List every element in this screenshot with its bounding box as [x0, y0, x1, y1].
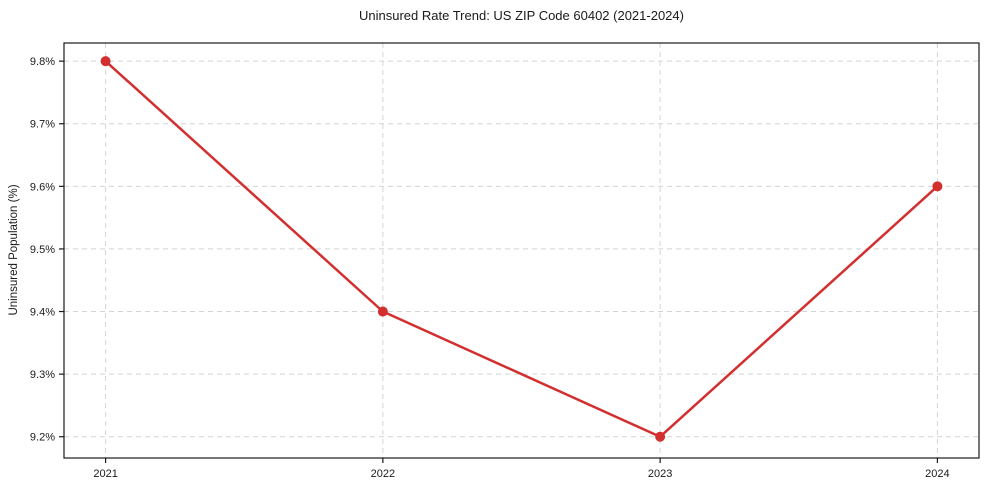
y-tick-label: 9.7% — [30, 119, 55, 131]
y-tick-label: 9.6% — [30, 181, 55, 193]
x-tick-label: 2023 — [648, 468, 672, 480]
y-tick-label: 9.3% — [30, 369, 55, 381]
data-point — [655, 431, 666, 442]
data-point — [100, 56, 111, 67]
y-tick-label: 9.2% — [30, 432, 55, 444]
x-tick-label: 2022 — [371, 468, 395, 480]
y-tick-label: 9.5% — [30, 244, 55, 256]
data-point — [932, 181, 943, 192]
y-tick-label: 9.8% — [30, 56, 55, 68]
x-tick-label: 2024 — [925, 468, 949, 480]
data-point — [377, 306, 388, 317]
x-tick-label: 2021 — [93, 468, 117, 480]
chart-title: Uninsured Rate Trend: US ZIP Code 60402 … — [359, 8, 684, 23]
y-tick-label: 9.4% — [30, 307, 55, 319]
trend-line — [104, 59, 939, 438]
plot-border — [63, 42, 980, 459]
